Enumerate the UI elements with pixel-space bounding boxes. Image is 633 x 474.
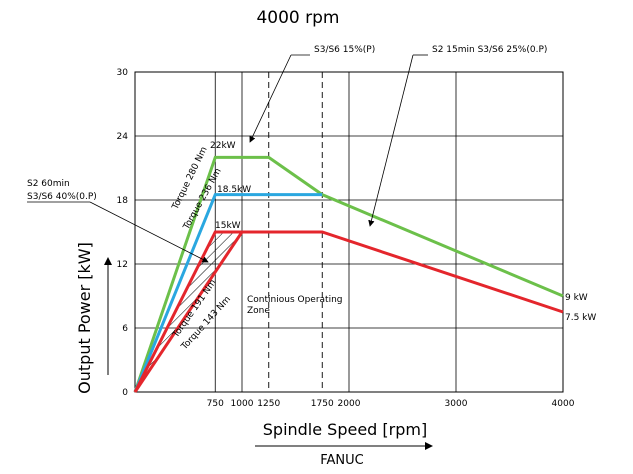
y-tick-24: 24 [117, 132, 129, 142]
x-tick-4000: 4000 [552, 399, 575, 409]
callout-s3s6-15-arrow [249, 54, 292, 143]
chart-title: 4000 rpm [256, 8, 339, 28]
y-tick-labels: 0 6 12 18 24 30 [117, 68, 129, 398]
x-tick-1750: 1750 [311, 399, 334, 409]
label-9kw: 9 kW [565, 293, 588, 303]
callout-s3s6-15: S3/S6 15%(P) [314, 45, 375, 55]
series-blue-line [133, 193, 323, 393]
callout-s2-60min-arrow [89, 201, 209, 263]
y-tick-0: 0 [122, 388, 128, 398]
callout-s2-15min: S2 15min S3/S6 25%(0.P) [432, 45, 547, 55]
series-red-ramp-line [133, 231, 244, 393]
x-tick-1250: 1250 [257, 399, 280, 409]
plot-frame [134, 71, 564, 393]
label-15kw: 15kW [215, 221, 241, 231]
series-lines [133, 155, 564, 393]
continuous-zone-label-line1: Continious Operating [247, 295, 342, 305]
x-tick-1000: 1000 [231, 399, 254, 409]
x-tick-750: 750 [207, 399, 224, 409]
brand-label: FANUC [320, 453, 364, 468]
callout-s2-60min: S2 60min [27, 179, 70, 189]
label-7-5kw: 7.5 kW [565, 313, 596, 323]
y-tick-18: 18 [117, 196, 129, 206]
continuous-zone-label-line2: Zone [247, 306, 270, 316]
callout-s3s6-40: S3/S6 40%(0.P) [27, 192, 97, 202]
y-tick-30: 30 [117, 68, 129, 78]
y-axis-label: Output Power [kW] [75, 242, 94, 394]
x-axis-label: Spindle Speed [rpm] [263, 420, 427, 439]
label-22kw: 22kW [210, 141, 236, 151]
x-tick-labels: 750 1000 1250 1750 2000 3000 4000 [207, 399, 575, 409]
series-green-line [133, 155, 564, 393]
callout-s2-15min-arrow [368, 54, 414, 227]
y-tick-6: 6 [122, 324, 128, 334]
x-tick-3000: 3000 [445, 399, 468, 409]
x-tick-2000: 2000 [338, 399, 361, 409]
y-tick-12: 12 [117, 260, 128, 270]
label-18-5kw: 18.5kW [217, 185, 251, 195]
